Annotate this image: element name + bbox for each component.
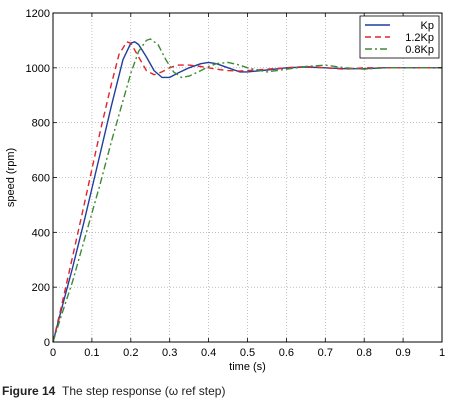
x-tick-label: 0.9 bbox=[395, 347, 410, 359]
x-tick-label: 0 bbox=[50, 347, 56, 359]
y-axis-label: speed (rpm) bbox=[5, 148, 17, 207]
legend-label: 1.2Kp bbox=[405, 32, 434, 44]
y-tick-label: 400 bbox=[32, 227, 50, 239]
x-tick-label: 0.2 bbox=[123, 347, 138, 359]
x-tick-label: 0.6 bbox=[279, 347, 294, 359]
y-tick-label: 200 bbox=[32, 282, 50, 294]
y-tick-label: 0 bbox=[44, 337, 50, 349]
series-line-1 bbox=[52, 41, 442, 343]
x-tick-label: 0.1 bbox=[84, 347, 99, 359]
x-axis-label: time (s) bbox=[229, 361, 266, 373]
axis-ticks: 0 0.1 0.2 0.3 0.4 0.5 0.6 0.7 0.8 0.9 1 0 200 400 600 8… bbox=[26, 8, 446, 359]
x-tick-label: 0.3 bbox=[162, 347, 177, 359]
caption-label: Figure 14 bbox=[2, 384, 56, 398]
x-tick-label: 0.7 bbox=[318, 347, 333, 359]
caption-text: The step response (ω ref step) bbox=[62, 384, 226, 398]
legend-label: 0.8Kp bbox=[405, 44, 434, 56]
x-tick-label: 0.4 bbox=[201, 347, 216, 359]
y-tick-label: 800 bbox=[32, 118, 50, 130]
series-line-2 bbox=[52, 38, 442, 343]
legend-label: Kp bbox=[421, 20, 434, 32]
y-tick-label: 1000 bbox=[26, 63, 50, 75]
x-tick-label: 1 bbox=[439, 347, 445, 359]
x-tick-label: 0.8 bbox=[357, 347, 372, 359]
legend-box bbox=[359, 15, 440, 59]
series-lines bbox=[52, 38, 442, 343]
y-tick-label: 1200 bbox=[26, 8, 50, 20]
x-tick-label: 0.5 bbox=[240, 347, 255, 359]
figure-caption: Figure 14 The step response (ω ref step) bbox=[2, 384, 472, 402]
y-tick-label: 600 bbox=[32, 173, 50, 185]
